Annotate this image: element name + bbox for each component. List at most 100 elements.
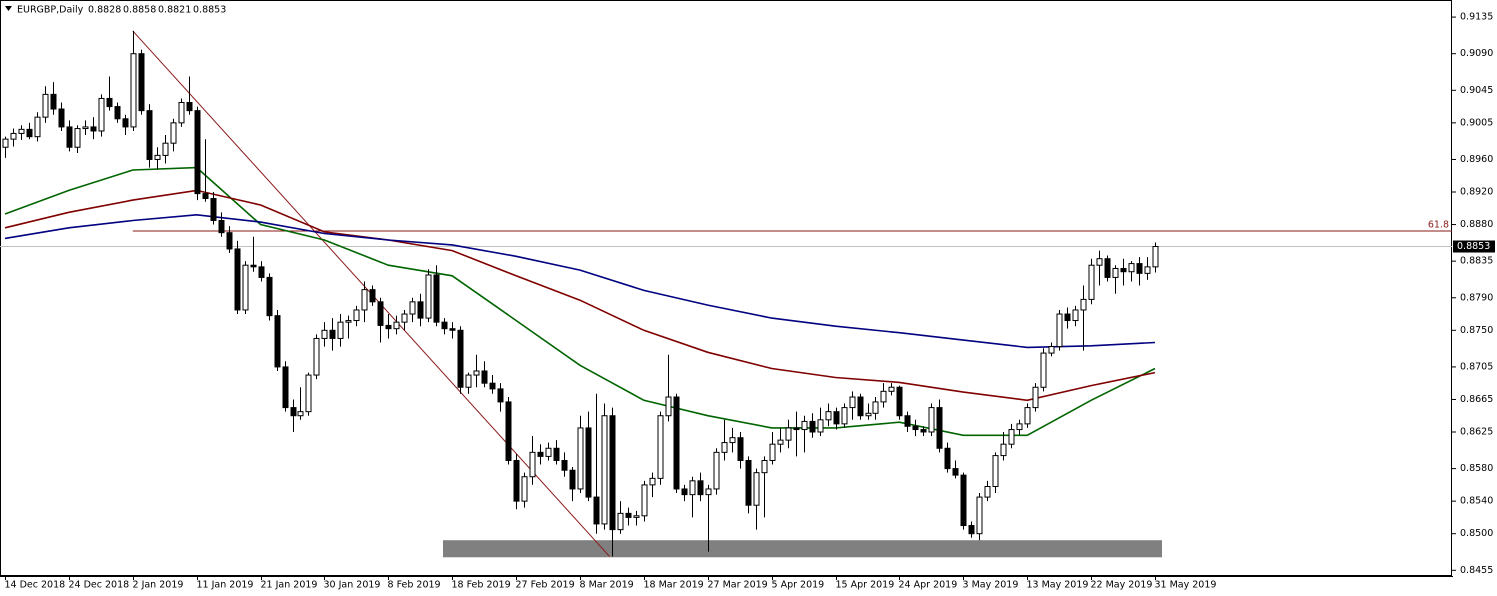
candle	[321, 322, 328, 347]
candle	[785, 419, 792, 449]
candle-body	[865, 412, 872, 417]
candle-body	[880, 390, 887, 403]
chart-title: EURGBP,Daily	[17, 5, 84, 16]
candle-body	[489, 382, 496, 390]
candle-body	[705, 488, 712, 496]
y-tick-label: 0.9045	[1460, 85, 1493, 96]
candle	[944, 442, 951, 473]
plot-frame	[0, 0, 1452, 576]
candle	[657, 411, 664, 485]
candle	[617, 501, 624, 534]
plot-layer: 61.8	[0, 30, 1452, 558]
candle-body	[258, 266, 265, 278]
candle-body	[1080, 298, 1087, 311]
candle	[417, 293, 424, 327]
candle	[282, 361, 289, 412]
candle	[729, 427, 736, 453]
candle-body	[138, 53, 145, 112]
candle-body	[290, 407, 297, 417]
candle-body	[1104, 258, 1111, 278]
x-tick-label: 24 Apr 2019	[899, 580, 958, 591]
open-value: 0.8828	[88, 5, 121, 16]
candle	[409, 297, 416, 323]
candle	[2, 136, 9, 158]
symbol-menu-icon[interactable]	[5, 6, 12, 11]
candle	[857, 393, 864, 420]
candle-body	[849, 396, 856, 409]
candle-body	[1112, 267, 1119, 278]
candle-body	[385, 324, 392, 330]
candle-body	[745, 459, 752, 506]
candle-body	[896, 386, 903, 417]
candle	[793, 411, 800, 457]
candle-body	[537, 451, 544, 457]
candle-body	[833, 411, 840, 425]
candle-body	[904, 415, 911, 427]
candle	[18, 125, 25, 140]
x-tick-label: 2 Jan 2019	[133, 580, 184, 591]
candle	[1152, 242, 1159, 273]
x-tick-label: 30 Jan 2019	[324, 580, 381, 591]
candle-body	[1056, 313, 1063, 348]
support-zone	[443, 540, 1162, 558]
candle	[928, 403, 935, 437]
candle-body	[1016, 423, 1023, 431]
candle	[82, 120, 89, 136]
candle	[42, 86, 49, 123]
candle-body	[369, 289, 376, 303]
candle-body	[74, 128, 81, 148]
candle	[553, 440, 560, 465]
candle	[529, 436, 536, 485]
candle	[513, 453, 520, 510]
candle-body	[170, 122, 177, 144]
candle-body	[936, 407, 943, 449]
candle	[393, 315, 400, 335]
candle	[904, 411, 911, 432]
candle	[489, 375, 496, 394]
candle	[1024, 403, 1031, 428]
candle-body	[274, 315, 281, 368]
candle	[242, 261, 249, 315]
candle	[697, 472, 704, 502]
candle-body	[992, 455, 999, 488]
y-tick-label: 0.8500	[1460, 528, 1493, 539]
candle-body	[377, 301, 384, 326]
candle-body	[1040, 352, 1047, 388]
candle	[625, 507, 632, 526]
candle	[58, 102, 65, 131]
axis-background	[0, 577, 1453, 596]
price-label: 0.8853	[1457, 241, 1490, 252]
candle	[1032, 383, 1039, 412]
x-tick-label: 31 May 2019	[1155, 580, 1217, 591]
x-tick-label: 18 Mar 2019	[644, 580, 704, 591]
candle	[673, 393, 680, 494]
x-tick-label: 11 Jan 2019	[197, 580, 254, 591]
candle-body	[633, 515, 640, 518]
candle-body	[769, 443, 776, 461]
candle-body	[282, 366, 289, 409]
candle-body	[122, 118, 129, 128]
candle	[210, 192, 217, 225]
candle-body	[681, 488, 688, 496]
candle-body	[465, 374, 472, 388]
y-tick-label: 0.9090	[1460, 48, 1493, 59]
candle	[497, 383, 504, 412]
candle-body	[329, 329, 336, 339]
candle-body	[409, 301, 416, 315]
candle	[561, 452, 568, 477]
candle-body	[226, 232, 233, 250]
candle-body	[58, 108, 65, 128]
candle-body	[441, 321, 448, 330]
candle-body	[1120, 267, 1127, 273]
candle	[1112, 265, 1119, 294]
x-tick-label: 3 May 2019	[963, 580, 1019, 591]
candle	[1072, 305, 1079, 327]
candle-body	[234, 248, 241, 311]
candle	[633, 510, 640, 526]
low-value: 0.8821	[158, 5, 191, 16]
candle	[385, 314, 392, 339]
candle	[753, 468, 760, 530]
candle	[952, 460, 959, 479]
candle	[305, 372, 312, 416]
candle-body	[609, 415, 616, 531]
